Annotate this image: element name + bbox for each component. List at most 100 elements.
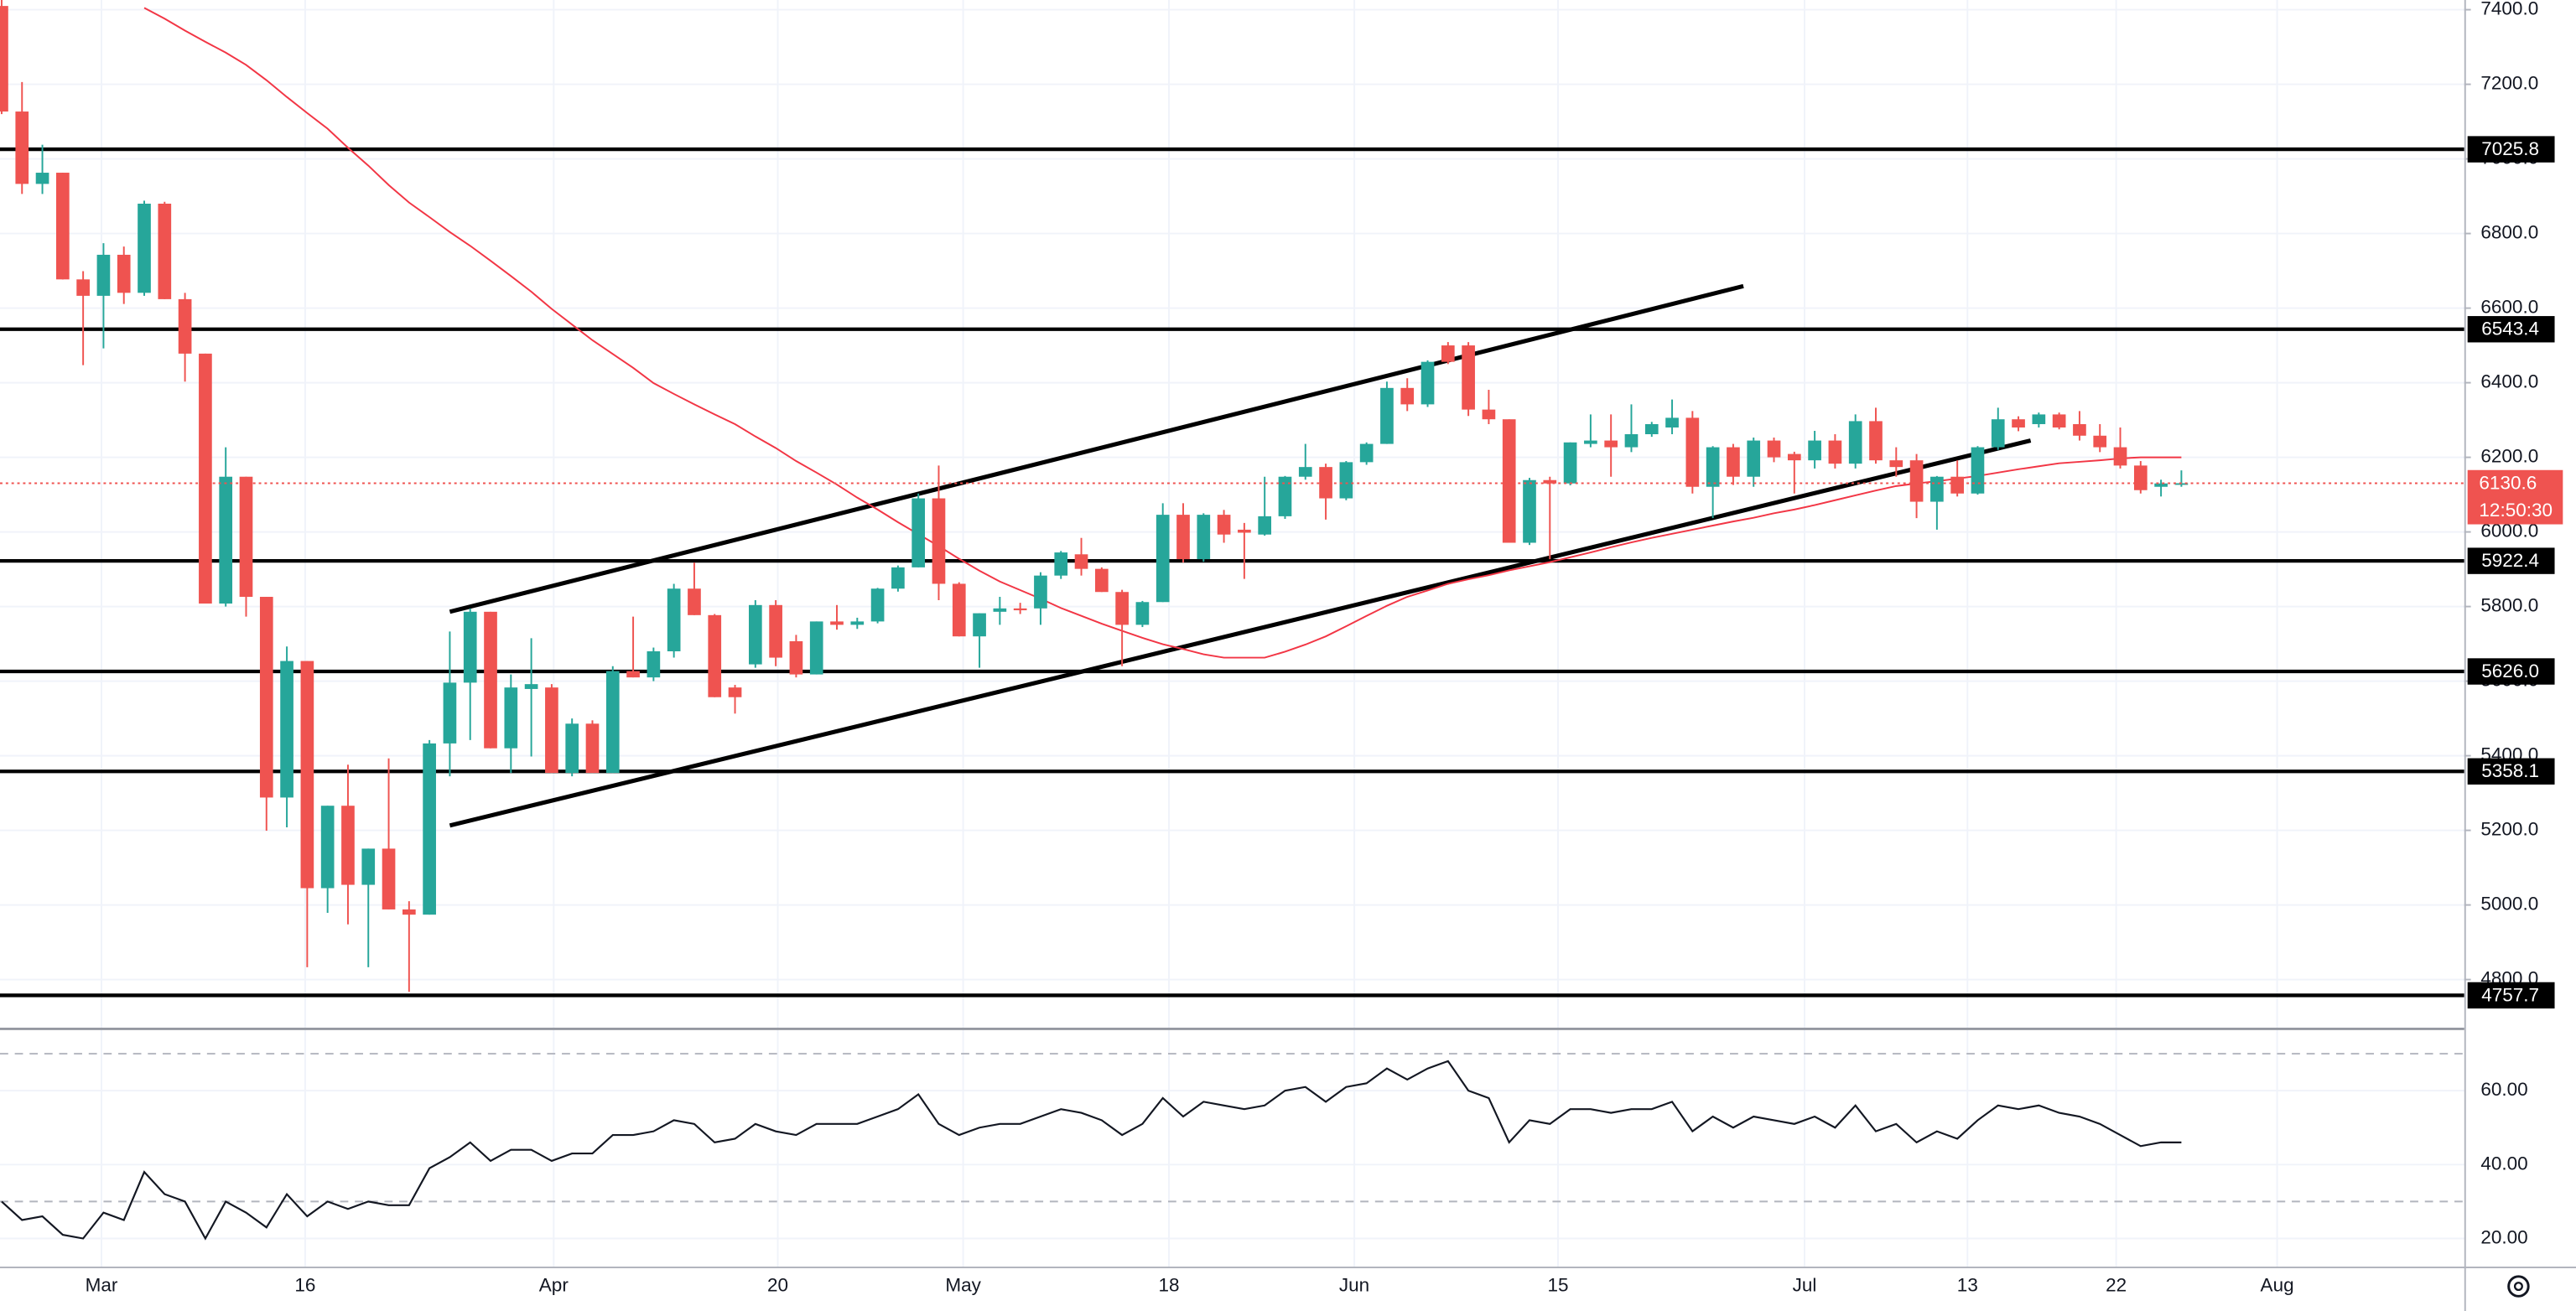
settings-icon[interactable] — [2507, 1275, 2530, 1298]
candle-body — [809, 621, 823, 675]
gear-hub[interactable] — [2513, 1282, 2523, 1292]
candle-body — [973, 613, 986, 637]
level-label-box — [2467, 758, 2555, 785]
level-label-box — [2467, 658, 2555, 685]
candle-body — [0, 6, 8, 112]
y-tick-label: 5000.0 — [2480, 894, 2538, 915]
candle-body — [1644, 423, 1659, 434]
candle-body — [2093, 435, 2107, 448]
candle-body — [1441, 345, 1455, 362]
candle-body — [1889, 460, 1903, 468]
candle-body — [76, 279, 90, 296]
candle-body — [1156, 515, 1170, 603]
candle-body — [382, 848, 396, 909]
candle-body — [1502, 419, 1516, 543]
candle-body — [1848, 421, 1862, 464]
candle-body — [239, 476, 253, 598]
candle-body — [463, 611, 477, 683]
candle-body — [300, 661, 314, 889]
candle-body — [932, 498, 946, 584]
candle-body — [1298, 467, 1312, 477]
candle-body — [1359, 443, 1374, 463]
last-price-box — [2467, 469, 2563, 525]
x-tick-label: Apr — [539, 1275, 569, 1296]
candle-body — [1462, 345, 1475, 410]
candle-body — [1115, 592, 1129, 625]
candle-body — [1808, 440, 1821, 461]
candle-body — [1747, 440, 1761, 477]
candle-body — [688, 588, 701, 615]
candle-body — [1523, 479, 1536, 543]
x-tick-label: Jul — [1793, 1275, 1817, 1296]
candle-body — [708, 614, 722, 697]
level-label: 5922.4 — [2481, 550, 2539, 571]
level-label: 6543.4 — [2481, 319, 2539, 339]
last-price-label: 6130.6 — [2479, 472, 2537, 493]
level-label-box — [2467, 547, 2555, 574]
y-tick-label: 6600.0 — [2480, 297, 2538, 318]
moving-average-line — [143, 7, 2182, 659]
candle-body — [524, 684, 538, 689]
candle-body — [1543, 479, 1557, 484]
level-label-box — [2467, 316, 2555, 343]
y-tick-label: 7400.0 — [2480, 0, 2538, 19]
y-tick-label: 6400.0 — [2480, 371, 2538, 392]
candle-body — [1176, 515, 1190, 560]
candle-body — [484, 611, 497, 749]
candle-body — [178, 298, 192, 354]
candle-body — [199, 353, 212, 604]
level-label: 5358.1 — [2481, 760, 2539, 781]
candle-body — [2073, 423, 2086, 436]
candle-body — [1604, 440, 1618, 448]
level-label-box — [2467, 982, 2555, 1009]
candle-body — [667, 588, 681, 651]
candle-body — [2133, 465, 2148, 490]
candle-body — [728, 687, 742, 697]
candle-body — [219, 476, 233, 604]
candle-body — [952, 583, 966, 637]
x-tick-label: 18 — [1158, 1275, 1179, 1296]
price-pane — [0, 0, 2464, 998]
candle-body — [1950, 476, 1965, 494]
y-tick-label: 7200.0 — [2480, 73, 2538, 94]
candle-body — [1400, 387, 1415, 405]
candle-body — [56, 173, 70, 280]
candle-body — [341, 806, 355, 885]
level-label-box — [2467, 136, 2555, 163]
candle-body — [1909, 460, 1924, 502]
candle-body — [891, 567, 905, 589]
trend-line — [449, 283, 1744, 614]
candle-body — [1197, 515, 1211, 560]
candle-body — [96, 254, 111, 296]
y-tick-label: 6200.0 — [2480, 446, 2538, 467]
candle-body — [748, 604, 762, 665]
y-tick-label: 60.00 — [2480, 1079, 2527, 1100]
gear-ring[interactable] — [2507, 1275, 2530, 1298]
candle-body — [1013, 608, 1027, 611]
y-tick-label: 5800.0 — [2480, 595, 2538, 616]
candle-body — [830, 621, 844, 625]
x-tick-label: Mar — [86, 1275, 118, 1296]
candle-body — [1482, 409, 1496, 420]
x-tick-label: May — [945, 1275, 981, 1296]
indicator-pane — [0, 1053, 2464, 1241]
indicator-line — [1, 1060, 2182, 1241]
candle-body — [280, 661, 293, 798]
y-tick-label: 6800.0 — [2480, 222, 2538, 243]
countdown-label: 12:50:30 — [2479, 500, 2553, 521]
candle-body — [1706, 447, 1720, 487]
candle-body — [626, 671, 640, 678]
candle-body — [1991, 419, 2005, 448]
candle-body — [1828, 440, 1842, 464]
x-tick-label: Aug — [2261, 1275, 2294, 1296]
candle-body — [1074, 554, 1088, 569]
candle-body — [1665, 417, 1679, 428]
candle-body — [1930, 476, 1944, 502]
candle-body — [605, 671, 620, 774]
candle-body — [1727, 447, 1740, 477]
candle-body — [1054, 552, 1068, 576]
x-tick-label: 20 — [767, 1275, 788, 1296]
candle-body — [158, 203, 172, 299]
candle-body — [259, 597, 273, 798]
